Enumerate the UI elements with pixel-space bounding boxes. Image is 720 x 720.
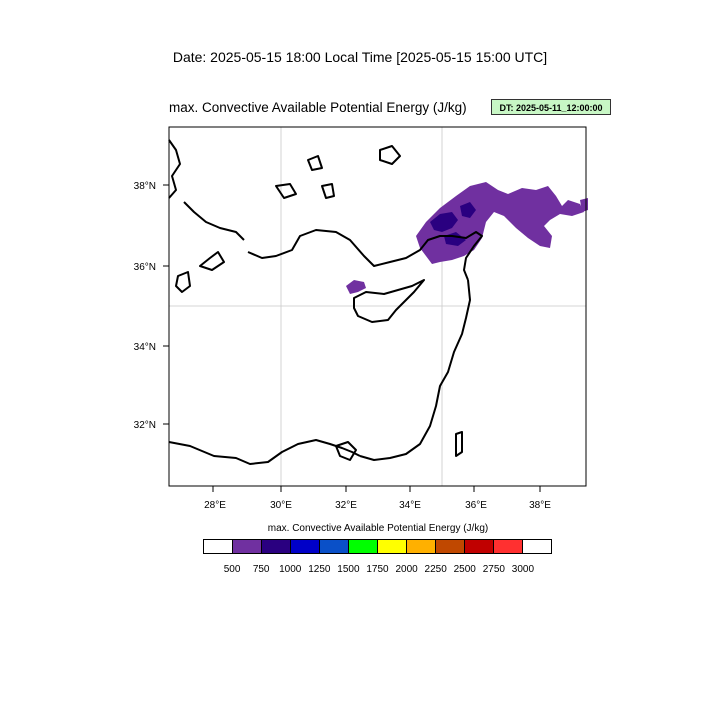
lon-label-28e: 28°E [204, 500, 226, 511]
cape-area-core-2 [460, 202, 476, 218]
lat-label-36n: 36°N [134, 262, 156, 273]
lat-label-38n: 38°N [134, 181, 156, 192]
coastline-aegean-islands [168, 139, 181, 199]
colorbar-label: 1250 [308, 564, 331, 575]
map-ticks [163, 184, 541, 492]
coastline-levant [359, 279, 471, 461]
colorbar-box [436, 540, 465, 553]
colorbar-label: 1000 [279, 564, 302, 575]
colorbar-label: 500 [223, 564, 241, 575]
colorbar-box [204, 540, 233, 553]
colorbar-label: 1750 [366, 564, 389, 575]
date-line: Date: 2025-05-15 18:00 Local Time [2025-… [172, 49, 548, 65]
colorbar [203, 539, 552, 554]
coastline-cyprus [353, 279, 425, 323]
colorbar-label: 2500 [453, 564, 476, 575]
colorbar-box [233, 540, 262, 553]
map-title: max. Convective Available Potential Ener… [169, 100, 467, 115]
lon-label-34e: 34°E [399, 500, 421, 511]
coastline-island-a [175, 271, 191, 293]
lat-label-32n: 32°N [134, 420, 156, 431]
colorbar-label: 2250 [424, 564, 447, 575]
lon-label-38e: 38°E [529, 500, 551, 511]
colorbar-box [494, 540, 523, 553]
coastline-island-d [321, 183, 335, 199]
dt-badge: DT: 2025-05-11_12:00:00 [491, 99, 611, 115]
colorbar-label: 3000 [511, 564, 535, 575]
lon-labels: 28°E 30°E 32°E 34°E 36°E 38°E [204, 500, 551, 511]
lon-label-30e: 30°E [270, 500, 292, 511]
colorbar-box [291, 540, 320, 553]
cape-shading [346, 182, 588, 294]
coastline-crete-rhodes [199, 251, 225, 271]
colorbar-box [407, 540, 436, 553]
coastline-turkey-south [247, 229, 483, 281]
coastline-island-e [275, 183, 297, 199]
map-gridlines [169, 127, 586, 486]
lon-label-32e: 32°E [335, 500, 357, 511]
colorbar-label: 2000 [395, 564, 418, 575]
colorbar-labels: 500 750 1000 1250 1500 1750 2000 2250 2500 2750 30… [0, 564, 720, 578]
colorbar-title: max. Convective Available Potential Ener… [267, 523, 489, 534]
coastline-lake [455, 431, 463, 457]
colorbar-box [349, 540, 378, 553]
cape-area-core [430, 212, 458, 232]
lat-labels: 38°N 36°N 34°N 32°N [134, 181, 156, 431]
lon-label-36e: 36°E [465, 500, 487, 511]
coastline-aegean-islands-2 [183, 201, 245, 241]
cape-area-cyprus-west [346, 280, 366, 294]
map-frame [168, 126, 587, 487]
colorbar-box [320, 540, 349, 553]
colorbar-label: 1500 [337, 564, 360, 575]
colorbar-box [523, 540, 551, 553]
colorbar-label: 2750 [482, 564, 505, 575]
colorbar-box [378, 540, 407, 553]
coastline-island-b [379, 145, 401, 165]
lat-label-34n: 34°N [134, 342, 156, 353]
colorbar-box [262, 540, 291, 553]
colorbar-box [465, 540, 494, 553]
coastline-nile-delta [335, 441, 357, 461]
coastline-egypt [168, 439, 361, 465]
colorbar-label: 750 [252, 564, 270, 575]
coastlines [168, 139, 483, 465]
coastline-island-c [307, 155, 323, 171]
